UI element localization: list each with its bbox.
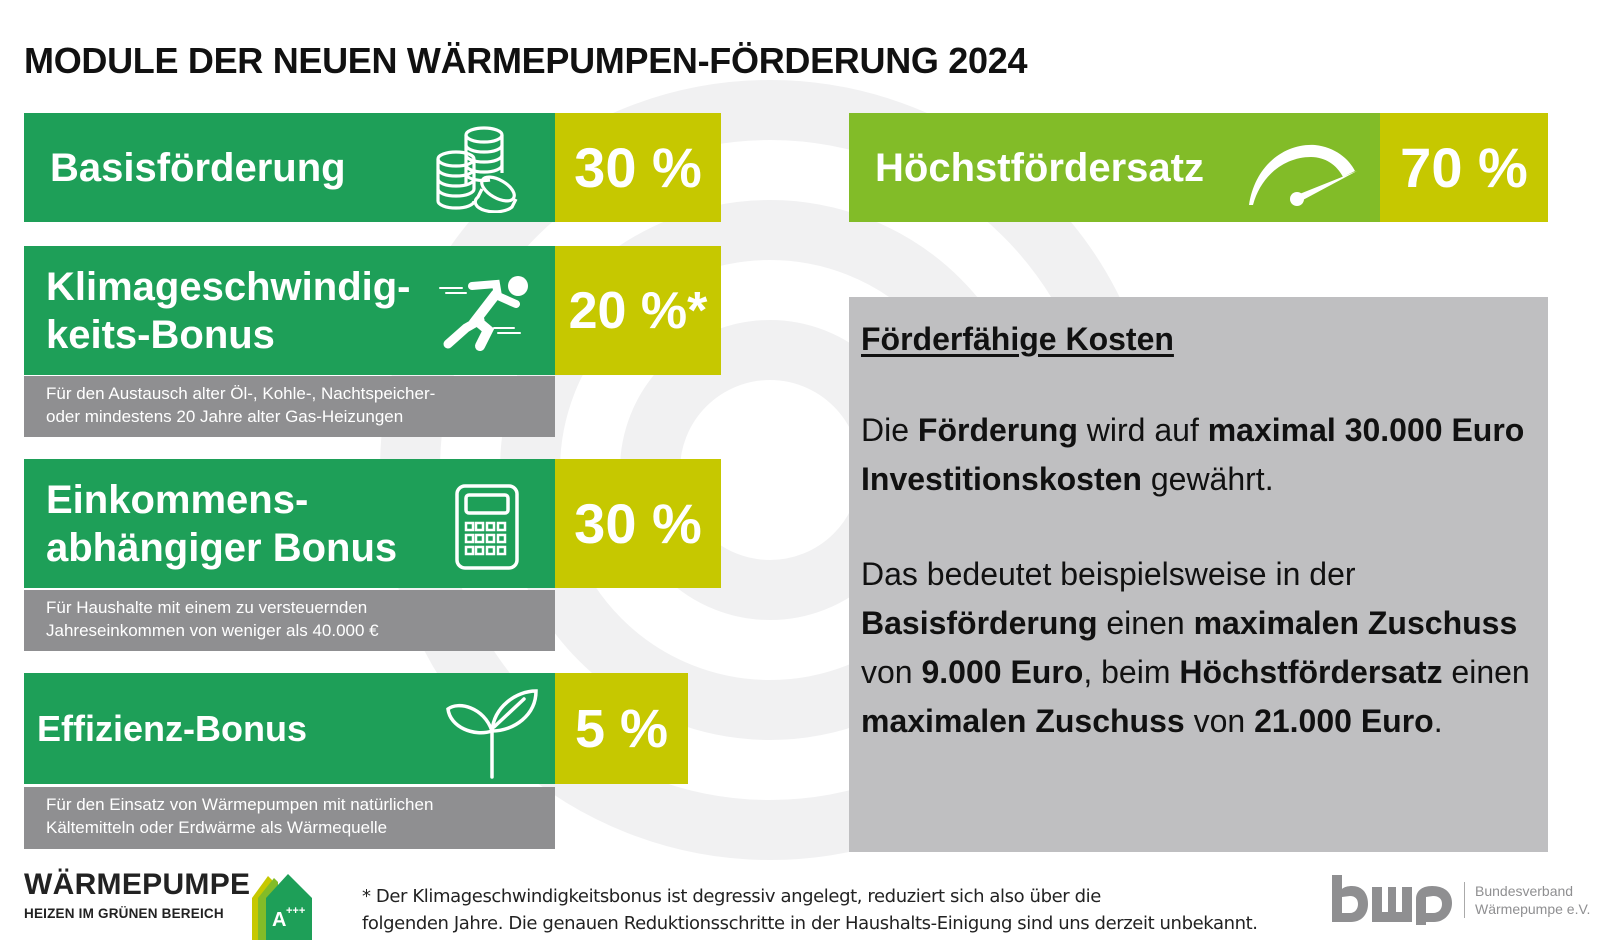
text-run: einen <box>1442 654 1530 690</box>
text-run: Das bedeutet beispielsweise in der <box>861 556 1356 592</box>
eligible-costs-paragraph-2: Das bedeutet beispielsweise in der Basis… <box>861 550 1548 746</box>
running-person-icon <box>439 276 528 351</box>
org-name-line2: Wärmepumpe e.V. <box>1475 901 1591 917</box>
text-run: wird auf <box>1077 412 1208 448</box>
module-percent: 30 % <box>555 459 721 588</box>
bold-run: Höchstfördersatz <box>1179 654 1443 690</box>
sprout-icon <box>446 689 538 779</box>
max-rate-card: Höchstfördersatz 70 % <box>849 113 1548 222</box>
text-run: , beim <box>1083 654 1180 690</box>
module-note-line2: Kältemitteln oder Erdwärme als Wärmequel… <box>46 818 388 837</box>
module-note: Für den Einsatz von Wärmepumpen mit natü… <box>24 787 555 849</box>
bold-run: 21.000 Euro <box>1254 703 1434 739</box>
module-label: Basisförderung <box>50 145 346 190</box>
bold-run: maximalen Zuschuss <box>1193 605 1518 641</box>
eligible-costs-box: Förderfähige Kosten Die Förderung wird a… <box>849 297 1548 852</box>
module-percent: 5 % <box>555 673 688 784</box>
bwp-logo: Bundesverband Wärmepumpe e.V. <box>1330 875 1590 925</box>
module-label: Einkommens- abhängiger Bonus <box>46 476 397 572</box>
module-note-line2: Jahreseinkommen von weniger als 40.000 € <box>46 621 379 640</box>
module-note-line1: Für den Austausch alter Öl-, Kohle-, Nac… <box>46 384 436 403</box>
brand-name: WÄRMEPUMPE <box>24 868 251 901</box>
text-run: Die <box>861 412 918 448</box>
module-note-line1: Für Haushalte mit einem zu versteuernden <box>46 598 368 617</box>
text-run: gewährt. <box>1141 461 1274 497</box>
text-run: einen <box>1097 605 1194 641</box>
bold-run: maximal 30.000 Euro Investitionskosten <box>861 412 1525 497</box>
bold-run: maximalen Zuschuss <box>861 703 1185 739</box>
energy-class-badge: A <box>272 909 286 931</box>
module-label-line1: Klimageschwindig- <box>46 264 411 309</box>
eligible-costs-heading: Förderfähige Kosten <box>861 321 1174 357</box>
module-percent: 20 %* <box>555 246 721 375</box>
module-label-line1: Einkommens- <box>46 477 309 522</box>
bold-run: Basisförderung <box>861 605 1098 641</box>
module-effizienz-bonus: Effizienz-Bonus 5 % Für den Einsatz von … <box>24 673 688 851</box>
footnote-line1: * Der Klimageschwindigkeitsbonus ist deg… <box>362 886 1101 907</box>
svg-text:+++: +++ <box>286 905 305 917</box>
footnote-line2: folgenden Jahre. Die genauen Reduktionss… <box>362 913 1258 934</box>
module-label-box: Basisförderung <box>24 113 555 222</box>
eligible-costs-paragraph-1: Die Förderung wird auf maximal 30.000 Eu… <box>861 406 1548 504</box>
module-percent: 30 % <box>555 113 721 222</box>
speedometer-icon <box>1249 144 1357 206</box>
max-rate-label: Höchstfördersatz <box>875 145 1204 190</box>
text-run: . <box>1433 703 1443 739</box>
bwp-wordmark-icon <box>1332 875 1452 925</box>
org-name: Bundesverband Wärmepumpe e.V. <box>1464 882 1590 918</box>
energy-label-house-icon: A +++ <box>252 874 312 940</box>
calculator-icon <box>455 484 519 570</box>
module-basisfoerderung: Basisförderung 30 % <box>24 113 721 222</box>
module-label-box: Einkommens- abhängiger Bonus <box>24 459 555 588</box>
module-klimageschwindigkeits-bonus: Klimageschwindig- keits-Bonus 20 %* Für … <box>24 246 721 442</box>
module-label: Effizienz-Bonus <box>37 707 307 749</box>
module-note: Für Haushalte mit einem zu versteuernden… <box>24 590 555 651</box>
module-einkommensabhaengiger-bonus: Einkommens- abhängiger Bonus 30 % Für Ha… <box>24 459 721 655</box>
module-note: Für den Austausch alter Öl-, Kohle-, Nac… <box>24 376 555 437</box>
bold-run: 9.000 Euro <box>921 654 1084 690</box>
text-run: von <box>861 654 922 690</box>
org-name-line1: Bundesverband <box>1475 883 1574 899</box>
footnote: * Der Klimageschwindigkeitsbonus ist deg… <box>362 883 1258 937</box>
coins-icon <box>436 126 518 213</box>
module-label-box: Klimageschwindig- keits-Bonus <box>24 246 555 375</box>
max-rate-label-box: Höchstfördersatz <box>849 113 1380 222</box>
module-label-box: Effizienz-Bonus <box>24 673 555 784</box>
module-label-line2: abhängiger Bonus <box>46 525 398 570</box>
bold-run: Förderung <box>917 412 1078 448</box>
text-run: von <box>1184 703 1255 739</box>
waermepumpe-logo: WÄRMEPUMPE HEIZEN IM GRÜNEN BEREICH <box>24 868 251 922</box>
max-rate-percent: 70 % <box>1380 113 1548 222</box>
module-note-line1: Für den Einsatz von Wärmepumpen mit natü… <box>46 795 434 814</box>
module-label: Klimageschwindig- keits-Bonus <box>46 263 411 359</box>
module-label-line2: keits-Bonus <box>46 312 275 357</box>
module-note-line2: oder mindestens 20 Jahre alter Gas-Heizu… <box>46 407 404 426</box>
page-title: MODULE DER NEUEN WÄRMEPUMPEN-FÖRDERUNG 2… <box>24 40 1028 81</box>
brand-tagline: HEIZEN IM GRÜNEN BEREICH <box>24 906 224 921</box>
